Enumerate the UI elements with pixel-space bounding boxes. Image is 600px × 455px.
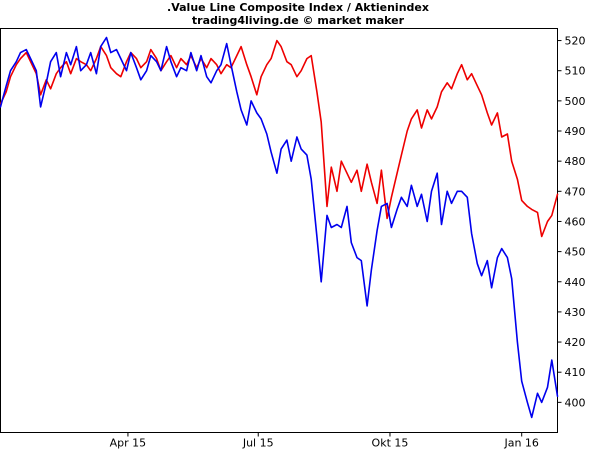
x-tick-label: Apr 15 xyxy=(110,437,147,450)
y-tick-label: 480 xyxy=(565,155,586,168)
y-axis: 400 410 420 430 440 450 460 470 480 490 500 510 520 xyxy=(557,35,586,409)
y-tick-label: 430 xyxy=(565,306,586,319)
x-tick-label: Okt 15 xyxy=(372,437,409,450)
y-tick-label: 510 xyxy=(565,65,586,78)
y-tick-label: 400 xyxy=(565,396,586,409)
y-tick-label: 500 xyxy=(565,95,586,108)
plot-area xyxy=(0,28,558,433)
y-tick-label: 470 xyxy=(565,185,586,198)
y-tick-label: 440 xyxy=(565,276,586,289)
y-tick-label: 420 xyxy=(565,336,586,349)
y-tick-label: 460 xyxy=(565,215,586,228)
series-line-2 xyxy=(0,36,559,419)
y-tick-label: 450 xyxy=(565,246,586,259)
y-tick-label: 520 xyxy=(565,35,586,48)
x-tick-label: Jul 15 xyxy=(242,437,274,450)
chart-title: .Value Line Composite Index / Aktieninde… xyxy=(167,1,429,14)
chart-subtitle: trading4living.de © market maker xyxy=(192,14,405,27)
y-tick-label: 490 xyxy=(565,125,586,138)
x-tick-label: Jan 16 xyxy=(503,437,538,450)
y-tick-label: 410 xyxy=(565,366,586,379)
series-layer xyxy=(0,36,559,419)
x-axis: Apr 15 Jul 15 Okt 15 Jan 16 xyxy=(110,432,539,450)
